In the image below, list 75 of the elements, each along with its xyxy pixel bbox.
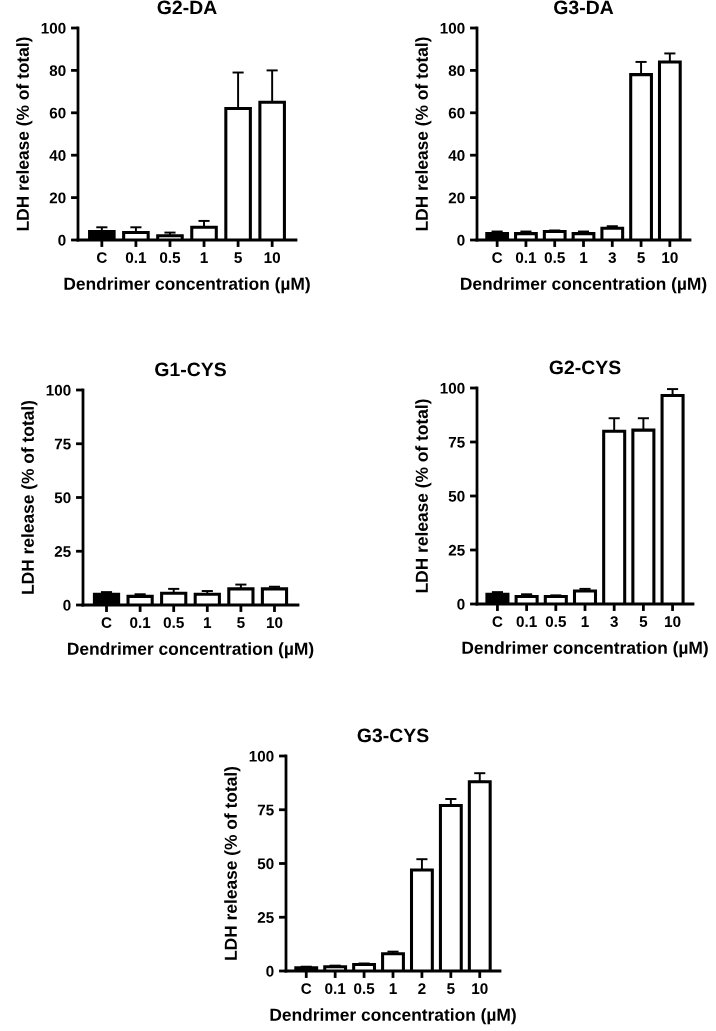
chart-title: G1-CYS (155, 362, 226, 377)
y-tick-label: 60 (448, 107, 465, 119)
x-tick-label: C (492, 616, 503, 628)
x-tick-label: C (492, 252, 503, 264)
x-tick-label: 1 (580, 252, 588, 263)
y-tick-label: 0 (58, 234, 66, 246)
y-tick-label: 75 (54, 438, 71, 450)
y-axis-title: LDH release (% of total) (415, 37, 432, 231)
x-axis-title: Dendrimer concentration (µM) (270, 1008, 516, 1025)
chart-title: G3-CYS (357, 728, 429, 743)
y-tick-label: 40 (49, 150, 66, 161)
x-axis-title: Dendrimer concentration (µM) (461, 277, 707, 294)
y-tick-label: 100 (46, 384, 71, 396)
y-tick-label: 0 (266, 965, 274, 977)
y-axis-title: LDH release (% of total) (224, 766, 241, 960)
y-tick-label: 100 (41, 22, 66, 34)
y-tick-label: 100 (440, 382, 465, 394)
x-tick-label: 5 (234, 252, 242, 264)
y-tick-label: 75 (257, 804, 274, 816)
x-tick-label: 3 (610, 616, 618, 628)
x-tick-label: 10 (472, 983, 488, 995)
y-tick-label: 25 (448, 544, 465, 556)
x-tick-label: 10 (665, 616, 681, 628)
x-axis-title: Dendrimer concentration (µM) (462, 641, 708, 658)
x-tick-label: 0.5 (163, 617, 184, 629)
y-tick-label: 50 (448, 490, 465, 502)
x-tick-label: 10 (264, 252, 281, 264)
y-tick-label: 0 (457, 598, 465, 610)
x-tick-label: 2 (418, 983, 426, 994)
y-axis-title: LDH release (% of total) (415, 399, 432, 593)
x-tick-label: C (101, 617, 112, 629)
chart-title: G2-DA (157, 0, 217, 15)
y-tick-label: 50 (54, 492, 71, 504)
x-tick-label: 3 (608, 252, 616, 264)
x-tick-label: 0.5 (354, 983, 375, 995)
x-tick-label: 1 (581, 616, 589, 627)
x-tick-label: 1 (200, 252, 208, 263)
x-tick-label: 0.1 (325, 983, 346, 995)
y-tick-label: 80 (448, 65, 465, 77)
y-tick-label: 20 (49, 192, 66, 204)
x-tick-label: 0.1 (515, 252, 537, 264)
y-tick-label: 50 (257, 858, 274, 870)
x-tick-label: C (96, 252, 107, 264)
y-tick-label: 80 (49, 65, 66, 77)
x-axis-title: Dendrimer concentration (µM) (68, 642, 314, 659)
x-tick-label: 0.1 (516, 616, 537, 628)
y-axis-title: LDH release (% of total) (16, 37, 33, 231)
x-tick-label: 10 (266, 617, 283, 629)
y-tick-label: 0 (457, 234, 465, 246)
y-tick-label: 25 (257, 912, 274, 923)
x-tick-label: 5 (639, 616, 648, 628)
x-tick-label: 10 (662, 252, 678, 264)
chart-title: G3-DA (554, 0, 614, 15)
x-tick-label: 5 (447, 983, 455, 995)
x-tick-label: 1 (389, 983, 397, 994)
x-tick-label: 0.5 (545, 616, 567, 628)
y-axis-title: LDH release (% of total) (21, 400, 38, 594)
x-tick-label: 0.1 (130, 617, 151, 629)
x-tick-label: C (301, 983, 312, 995)
y-tick-label: 20 (448, 192, 465, 204)
x-tick-label: 0.5 (544, 252, 565, 264)
x-tick-label: 0.5 (159, 252, 181, 264)
y-tick-label: 60 (49, 107, 66, 119)
y-tick-label: 100 (249, 750, 274, 762)
x-tick-label: 1 (204, 617, 212, 628)
y-tick-label: 75 (448, 437, 465, 448)
x-tick-label: 5 (237, 617, 245, 629)
y-tick-label: 40 (448, 150, 465, 161)
chart-title: G2-CYS (549, 360, 621, 375)
x-tick-label: 5 (637, 252, 645, 264)
y-tick-label: 100 (440, 22, 465, 34)
x-axis-title: Dendrimer concentration (µM) (64, 277, 310, 294)
y-tick-label: 25 (54, 546, 71, 557)
x-tick-label: 0.1 (125, 252, 147, 264)
y-tick-label: 0 (63, 599, 71, 611)
